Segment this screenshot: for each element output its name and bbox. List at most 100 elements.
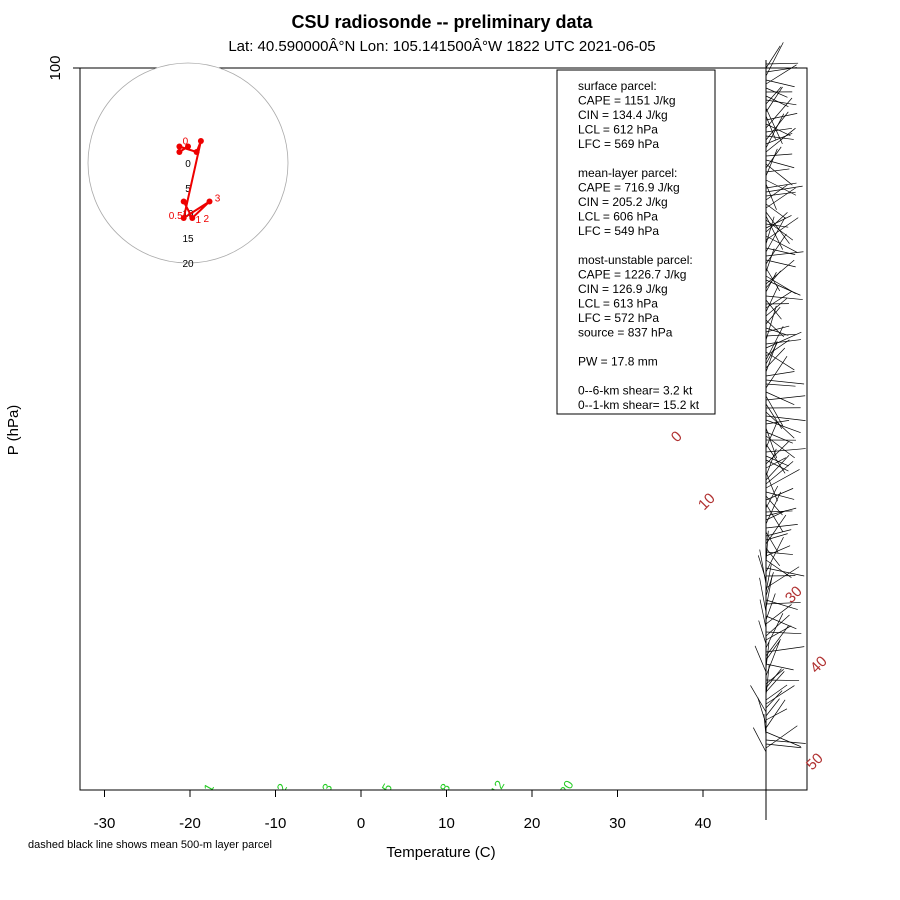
parcel-trace xyxy=(0,0,688,68)
wind-barb xyxy=(765,291,793,309)
hodograph-ring-label: 15 xyxy=(182,234,194,245)
wind-barb xyxy=(765,42,784,77)
info-line: CAPE = 1151 J/kg xyxy=(578,94,676,108)
wind-barb xyxy=(765,270,782,289)
wind-barb xyxy=(765,379,805,385)
isotherm-line xyxy=(700,0,840,68)
wind-barb xyxy=(765,326,784,361)
wind-barb xyxy=(765,113,785,149)
dry-adiabat-line xyxy=(0,0,900,68)
wind-barb xyxy=(765,64,797,85)
wind-barb xyxy=(765,62,799,65)
x-tick-label: -30 xyxy=(94,815,116,832)
wind-barb xyxy=(765,298,788,317)
info-line: CAPE = 1226.7 J/kg xyxy=(578,268,686,282)
mixing-ratio-label: 8 xyxy=(437,781,454,795)
wind-barb xyxy=(758,620,767,645)
wind-barb xyxy=(765,211,790,244)
dry-adiabat-line xyxy=(0,0,900,68)
wind-barb xyxy=(765,575,773,609)
hodograph-point xyxy=(197,138,204,144)
x-tick-label: -10 xyxy=(265,815,287,832)
y-axis-label: P (hPa) xyxy=(5,405,22,456)
hodograph-ring-label: 0 xyxy=(185,159,191,170)
wind-barb xyxy=(765,485,779,509)
wind-barb xyxy=(765,671,785,693)
y-tick-label: 100 xyxy=(47,55,64,80)
wind-barb xyxy=(765,454,790,481)
x-axis-ticks: -30 -20 -10 0 10 20 30 40 xyxy=(94,790,711,832)
wind-barb xyxy=(765,182,797,189)
mixing-ratio-label: 5 xyxy=(379,781,396,795)
dry-adiabat-line xyxy=(0,0,651,68)
wind-barb xyxy=(765,448,777,477)
wind-barb xyxy=(765,127,796,153)
mixing-ratio-label: 2 xyxy=(273,781,290,795)
wind-barb xyxy=(765,435,795,459)
wind-barb xyxy=(765,305,777,341)
info-line: PW = 17.8 mm xyxy=(578,355,658,369)
wind-barb xyxy=(765,679,800,681)
wind-barb xyxy=(765,491,782,525)
wind-barb xyxy=(765,163,793,186)
wind-barb xyxy=(765,216,775,245)
dry-adiabat-line xyxy=(0,0,900,68)
wind-barb xyxy=(765,731,801,747)
wind-barb xyxy=(765,113,798,121)
wind-barb xyxy=(765,395,806,401)
hodograph-point xyxy=(206,198,213,205)
isotherm-line xyxy=(754,68,755,69)
info-line: surface parcel: xyxy=(578,79,657,93)
wind-barb xyxy=(765,325,790,333)
info-line: most-unstable parcel: xyxy=(578,253,693,267)
wind-barb xyxy=(765,233,787,265)
wind-barb xyxy=(765,123,791,137)
isotherm-line xyxy=(668,68,670,69)
wind-barbs xyxy=(750,42,806,753)
wind-barb xyxy=(765,739,806,744)
info-line: LFC = 572 hPa xyxy=(578,311,659,325)
info-line: LFC = 569 hPa xyxy=(578,137,659,151)
wind-barb xyxy=(765,327,789,336)
info-line: CIN = 134.4 J/kg xyxy=(578,108,668,122)
wind-barb xyxy=(765,86,782,105)
wind-barb xyxy=(765,319,785,338)
wind-barb xyxy=(765,272,777,293)
wind-barb xyxy=(765,547,781,567)
wind-barb xyxy=(765,87,788,98)
hodograph-ring-label: 5 xyxy=(185,184,191,195)
mixing-ratio-label: 12 xyxy=(487,778,507,798)
isotherm-label: 10 xyxy=(695,490,719,514)
info-line: LCL = 606 hPa xyxy=(578,210,658,224)
x-tick-label: 30 xyxy=(609,815,626,832)
wind-barb xyxy=(765,295,803,300)
wind-barb xyxy=(765,599,798,610)
wind-barb xyxy=(765,668,782,689)
wind-barb xyxy=(765,690,783,709)
wind-barb xyxy=(765,217,799,241)
mixing-ratio-label: 20 xyxy=(556,778,576,798)
wind-barb xyxy=(765,395,784,426)
wind-barb xyxy=(765,510,787,521)
wind-barb xyxy=(765,148,778,177)
wind-barb xyxy=(765,212,788,233)
hodograph-point xyxy=(180,198,187,205)
isotherm-line xyxy=(497,68,499,69)
hodograph-ring xyxy=(87,62,289,264)
temperature-trace xyxy=(0,0,684,68)
wind-barb xyxy=(765,415,806,422)
wind-barb xyxy=(765,699,786,729)
wind-barb xyxy=(765,448,806,453)
wind-barb xyxy=(765,551,793,555)
dry-adiabat-line xyxy=(0,0,478,68)
wind-barb xyxy=(765,443,786,474)
wind-barb xyxy=(765,383,796,387)
dry-adiabat-line xyxy=(256,68,258,69)
isotherm-label: 50 xyxy=(803,750,827,774)
wind-barb xyxy=(765,459,789,472)
isotherm-line xyxy=(583,68,584,69)
dry-adiabat-line xyxy=(0,0,900,68)
wind-barb xyxy=(765,235,798,253)
wind-barb xyxy=(765,545,791,557)
wind-barb xyxy=(759,577,767,613)
